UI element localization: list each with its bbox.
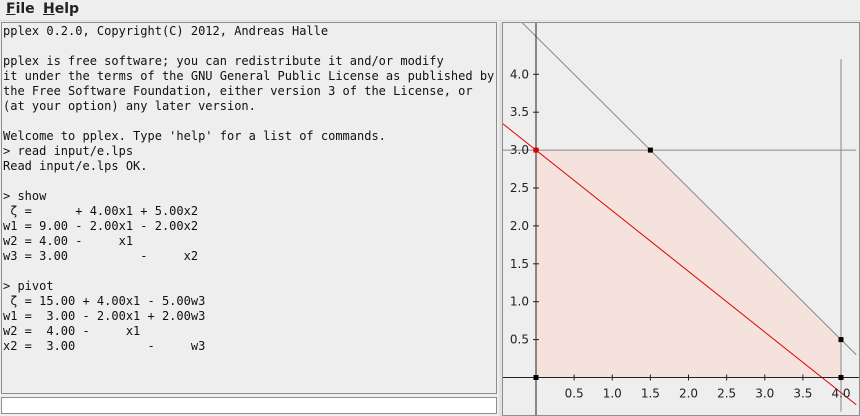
x-tick-label: 0.5 [565,387,584,401]
vertex-marker [647,147,653,153]
file-menu[interactable]: File [6,1,35,18]
help-menu[interactable]: Help [43,1,79,18]
file-menu-mnemonic: F [6,1,16,17]
x-tick-label: 4.0 [831,387,850,401]
menu-bar: File Help [0,0,860,21]
vertex-marker [838,337,844,343]
feasible-region-plot: 0.5 1.0 1.5 2.0 2.5 3.0 3.5 4.0 0.5 1.0 1.5 2.0 2.5 3… [503,23,859,415]
constraint-line-1 [521,23,857,356]
x-tick-label: 3.5 [793,387,812,401]
console-output-text: pplex 0.2.0, Copyright(C) 2012, Andreas … [3,24,495,353]
help-menu-mnemonic: H [43,1,55,17]
feasible-region [536,150,841,378]
split-pane-divider[interactable] [499,22,502,416]
vertex-marker [838,375,844,380]
y-tick-label: 3.5 [510,105,529,119]
command-input[interactable] [1,397,497,414]
y-tick-label: 1.5 [510,257,529,271]
file-menu-label-rest: ile [15,1,35,17]
plot-panel: 0.5 1.0 1.5 2.0 2.5 3.0 3.5 4.0 0.5 1.0 1.5 2.0 2.5 3… [502,22,860,416]
y-tick-label: 1.0 [510,295,529,309]
y-tick-label: 2.5 [510,181,529,195]
vertex-marker [533,375,539,380]
x-tick-label: 3.0 [755,387,774,401]
y-tick-label: 0.5 [510,333,529,347]
y-tick-label: 4.0 [510,67,529,81]
console-output-panel[interactable]: pplex 0.2.0, Copyright(C) 2012, Andreas … [1,22,497,394]
x-tick-label: 1.5 [641,387,660,401]
help-menu-label-rest: elp [54,1,80,17]
x-tick-label: 1.0 [603,387,622,401]
y-tick-label: 3.0 [510,143,529,157]
x-tick-label: 2.0 [679,387,698,401]
y-tick-label: 2.0 [510,219,529,233]
objective-line [503,123,857,406]
x-tick-label: 2.5 [717,387,736,401]
current-vertex-marker [533,147,539,153]
